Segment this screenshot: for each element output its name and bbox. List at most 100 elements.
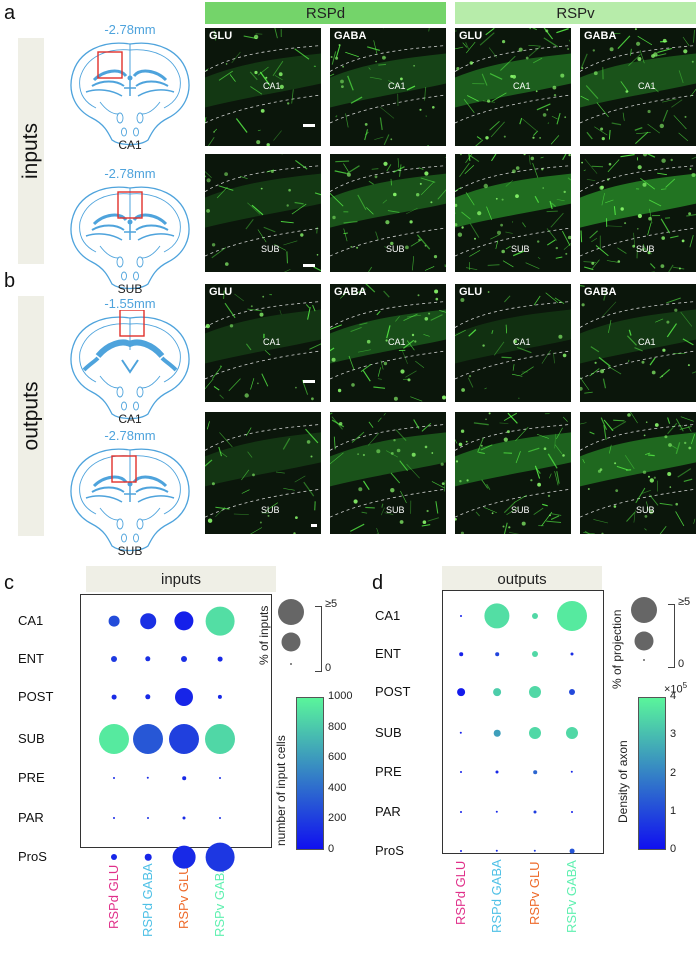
micrograph-r2-c1: SUB xyxy=(205,154,321,272)
micrograph-region-r2-c3: SUB xyxy=(511,244,530,254)
size-legend-small xyxy=(643,659,645,661)
bubble-post-rspv-glu xyxy=(175,688,193,706)
column-label-rspd-glu: RSPd GLU xyxy=(453,860,468,926)
micrograph-r4-c2: SUB xyxy=(330,412,446,534)
micrograph-r2-c3: SUB xyxy=(455,154,571,272)
brain-atlas-section-2 xyxy=(70,186,190,290)
micrograph-region-r4-c1: SUB xyxy=(261,505,280,515)
bubble-par-rspv-gaba xyxy=(219,817,221,819)
section-region-label-3: CA1 xyxy=(118,412,142,426)
row-label-ent: ENT xyxy=(375,646,401,661)
colorbar-exponent: ×105 xyxy=(664,681,687,696)
bubble-pros-rspv-gaba xyxy=(569,848,575,854)
bubble-sub-rspv-glu xyxy=(529,727,541,739)
colorbar-tick-0: 0 xyxy=(670,843,677,855)
bubble-pros-rspd-gaba xyxy=(144,853,152,861)
roi-box-2 xyxy=(117,191,143,219)
bubble-ent-rspv-glu xyxy=(532,651,538,657)
micrograph-r2-c2: SUB xyxy=(330,154,446,272)
bubble-post-rspd-glu xyxy=(457,688,465,696)
micrograph-region-r1-c1: CA1 xyxy=(263,81,281,91)
row-label-pros: ProS xyxy=(375,843,404,858)
micrograph-region-r3-c4: CA1 xyxy=(638,337,656,347)
inputs-side-label: inputs xyxy=(18,38,44,264)
inputs-chart-title: inputs xyxy=(86,566,276,592)
micrograph-label-r3-c1: GLU xyxy=(209,286,233,298)
section-coordinate-4: -2.78mm xyxy=(104,428,156,443)
micrograph-label-r3-c4: GABA xyxy=(584,286,617,298)
micrograph-region-r1-c2: CA1 xyxy=(388,81,406,91)
brain-atlas-1 xyxy=(64,36,196,148)
column-label-rspv-glu: RSPv GLU xyxy=(176,865,191,930)
colorbar-tick-200: 200 xyxy=(328,812,347,825)
row-label-post: POST xyxy=(18,689,54,704)
bubble-pros-rspv-glu xyxy=(172,845,196,869)
inputs-bubble-chart xyxy=(80,594,272,848)
roi-box-1 xyxy=(97,51,123,79)
bubble-ent-rspd-gaba xyxy=(495,652,499,656)
bubble-pre-rspd-gaba xyxy=(146,776,150,780)
section-region-label-4: SUB xyxy=(117,544,143,558)
size-legend-title: % of inputs xyxy=(257,605,271,665)
micrograph-label-r3-c3: GLU xyxy=(459,286,483,298)
bubble-par-rspd-glu xyxy=(460,811,462,813)
colorbar-tick-800: 800 xyxy=(328,720,347,733)
micrograph-r1-c1: GLU CA1 xyxy=(205,28,321,146)
outputs-side-text: outputs xyxy=(19,381,43,451)
rspv-column-header: RSPv xyxy=(455,2,696,24)
section-coordinate-3: -1.55mm xyxy=(104,296,156,311)
column-label-rspv-glu: RSPv GLU xyxy=(527,861,542,926)
bubble-pre-rspd-gaba xyxy=(495,770,499,774)
micrograph-r1-c4: GABA CA1 xyxy=(580,28,696,146)
bubble-pre-rspv-glu xyxy=(533,770,537,774)
micrograph-region-r1-c4: CA1 xyxy=(638,81,656,91)
bubble-ca1-rspv-gaba xyxy=(557,601,587,631)
colorbar xyxy=(296,697,324,850)
bubble-par-rspd-gaba xyxy=(147,817,149,819)
micrograph-label-r3-c2: GABA xyxy=(334,286,367,298)
row-label-ca1: CA1 xyxy=(375,608,401,623)
section-region-label-1: CA1 xyxy=(118,138,142,152)
panel-letter-c: c xyxy=(4,572,14,594)
outputs-bubble-chart xyxy=(442,590,604,854)
colorbar-tick-4: 4 xyxy=(670,690,677,702)
column-label-rspv-gaba: RSPv GABA xyxy=(564,859,579,933)
brain-atlas-section-1 xyxy=(70,42,190,146)
size-legend-medium xyxy=(634,631,654,651)
micrograph-region-r3-c1: CA1 xyxy=(263,337,281,347)
bubble-post-rspv-gaba xyxy=(569,689,575,695)
row-label-pre: PRE xyxy=(375,764,402,779)
bubble-ent-rspv-gaba xyxy=(570,652,574,656)
brain-atlas-section-4 xyxy=(70,448,190,552)
size-legend-min: 0 xyxy=(678,658,685,670)
bubble-ent-rspv-glu xyxy=(181,656,187,662)
bubble-ca1-rspd-gaba xyxy=(484,603,510,629)
bubble-pros-rspv-gaba xyxy=(205,842,235,872)
bubble-par-rspd-glu xyxy=(113,817,115,819)
size-legend-min: 0 xyxy=(325,662,332,674)
micrograph-region-r2-c4: SUB xyxy=(636,244,655,254)
inputs-side-text: inputs xyxy=(19,122,43,180)
micrograph-region-r4-c2: SUB xyxy=(386,505,405,515)
colorbar-exponent-base: ×10 xyxy=(664,683,683,696)
bubble-post-rspv-glu xyxy=(529,686,541,698)
colorbar-tick-400: 400 xyxy=(328,781,347,794)
micrograph-label-r1-c4: GABA xyxy=(584,30,617,42)
row-label-sub: SUB xyxy=(18,731,45,746)
micrograph-region-r2-c1: SUB xyxy=(261,244,280,254)
bubble-ca1-rspv-glu xyxy=(174,611,194,631)
micrograph-r3-c4: GABA CA1 xyxy=(580,284,696,402)
size-legend-small xyxy=(290,663,292,665)
bubble-sub-rspd-gaba xyxy=(493,729,501,737)
bubble-pre-rspv-glu xyxy=(182,776,186,780)
bubble-pre-rspv-gaba xyxy=(570,770,574,774)
panel-letter-d: d xyxy=(372,572,384,594)
column-label-rspd-gaba: RSPd GABA xyxy=(489,858,504,933)
bubble-ent-rspd-glu xyxy=(459,652,463,656)
micrograph-r1-c3: GLU CA1 xyxy=(455,28,571,146)
size-legend-max: ≥5 xyxy=(325,598,338,610)
colorbar-tick-600: 600 xyxy=(328,751,347,764)
bubble-pros-rspd-glu xyxy=(460,850,462,852)
bubble-sub-rspv-gaba xyxy=(205,724,235,754)
section-coordinate-2: -2.78mm xyxy=(104,166,156,181)
